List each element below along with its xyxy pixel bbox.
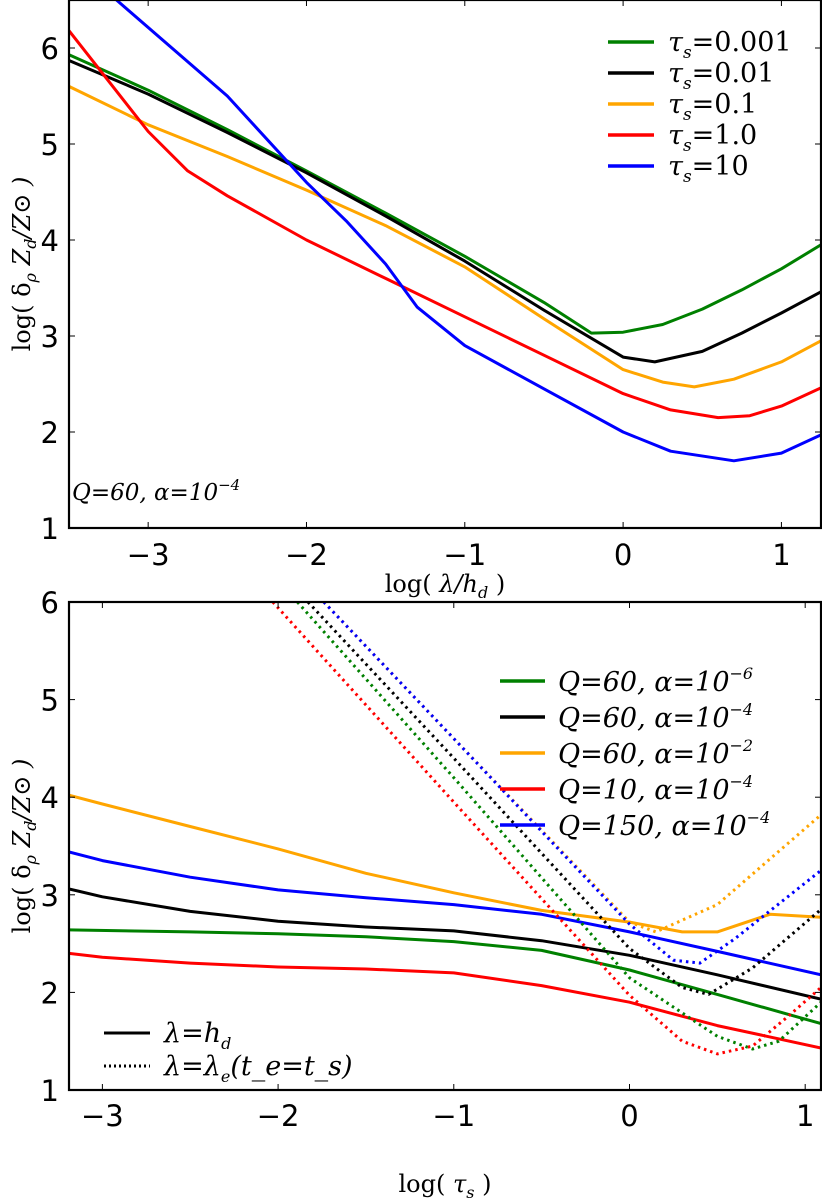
y-tick-label: 5 [41,128,59,162]
line-style-legend-label: λ=λe(t_e=t_s) [163,1051,353,1086]
x-tick-label: 0 [614,538,632,572]
plot-area [69,602,821,1056]
legend-label: Q=60, α=10−6 [558,664,753,698]
y-tick-label: 6 [41,586,59,620]
legend-label: τs=1.0 [668,120,757,156]
series-line-2 [69,793,821,934]
series-line-4 [115,0,821,463]
series-line-4 [69,850,821,977]
y-axis-label: log( δρ Zd/Z⊙ ) [8,759,40,934]
y-tick-label: 3 [41,879,59,913]
y-tick-label: 4 [41,781,59,815]
x-tick-label: −3 [81,1099,124,1133]
axes-frame [67,600,822,1092]
plot-area [69,0,821,463]
legend-label: Q=60, α=10−2 [558,736,753,770]
legend-label: Q=150, α=10−4 [558,808,770,842]
parameter-annotation: Q=60, α=10−4 [72,476,240,506]
series-line-1 [69,887,821,1001]
bottom-panel: −3 −2 −1 0 1 1 2 3 4 5 6 log( δρ Zd/Z⊙ ) log( τs ) Q=… [8,586,822,1201]
dotted-series-line-5 [296,602,821,1051]
y-tick-label: 1 [41,512,59,546]
y-tick-label: 2 [41,416,59,450]
x-tick-label: −2 [257,1099,300,1133]
top-panel: −3 −2 −1 0 1 1 2 3 4 5 6 log( δρ Zd/Z⊙ ) log( λ/hd )… [8,0,822,602]
series-line-3 [69,951,821,1050]
dotted-series-line-8 [271,602,821,1056]
y-tick-label: 4 [41,224,59,258]
x-tick-label: 1 [772,538,790,572]
x-tick-label: −1 [443,538,486,572]
legend-label: Q=60, α=10−4 [558,700,753,734]
legend-label: Q=10, α=10−4 [558,772,753,806]
x-tick-label: −2 [285,538,328,572]
x-tick-label: 0 [620,1099,638,1133]
legend-label: τs=0.01 [668,58,774,94]
series-line-1 [69,59,821,364]
axes-frame [67,0,822,530]
y-tick-label: 1 [41,1074,59,1108]
series-line-2 [69,85,821,389]
series-line-3 [69,29,821,420]
x-tick-label: −3 [127,538,170,572]
y-axis-label: log( δρ Zd/Z⊙ ) [8,177,40,352]
x-tick-label: −1 [432,1099,475,1133]
x-tick-label: 1 [796,1099,814,1133]
y-tick-label: 5 [41,684,59,718]
legend-label: τs=0.1 [668,89,757,125]
y-tick-label: 3 [41,320,59,354]
x-axis-label: log( τs ) [399,1170,492,1201]
series-line-0 [69,53,821,335]
legend-label: τs=10 [668,151,749,187]
series-line-0 [69,928,821,1026]
y-tick-label: 6 [41,32,59,66]
y-tick-label: 2 [41,976,59,1010]
line-style-legend-label: λ=hd [163,1018,231,1053]
legend-label: τs=0.001 [668,27,792,63]
x-axis-label: log( λ/hd ) [385,570,506,602]
dotted-series-line-9 [322,602,821,965]
